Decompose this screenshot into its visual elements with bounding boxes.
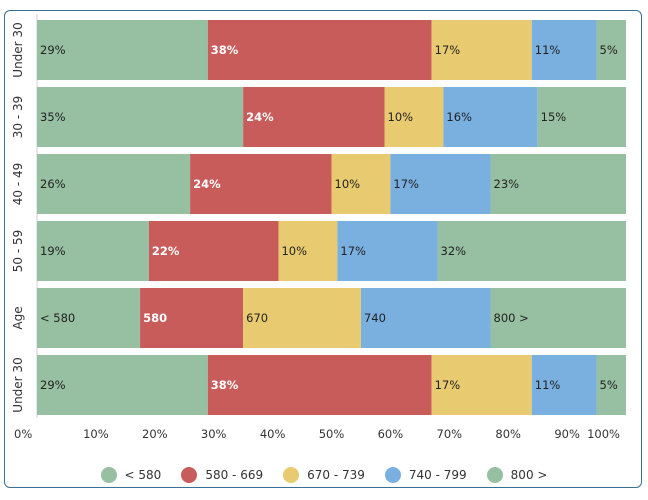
bar-segment[interactable] — [384, 87, 444, 147]
legend-item[interactable]: 740 - 799 — [384, 467, 467, 483]
bar-segment[interactable] — [360, 288, 491, 348]
bar-segment[interactable] — [331, 154, 391, 214]
bar-segment[interactable] — [390, 154, 491, 214]
legend-item[interactable]: 800 > — [486, 467, 548, 483]
x-tick-label: 90% — [554, 427, 580, 441]
data-label: < 580 — [40, 311, 75, 325]
data-label: 29% — [40, 378, 66, 392]
legend-label: 670 - 739 — [307, 468, 365, 482]
legend-label: 800 > — [510, 468, 548, 482]
x-tick-label: 0% — [14, 427, 32, 441]
bar-segment[interactable] — [243, 288, 361, 348]
legend-swatch — [283, 467, 300, 483]
bar-segment[interactable] — [37, 221, 149, 281]
bar-segment[interactable] — [148, 221, 279, 281]
bar-segment[interactable] — [437, 221, 626, 281]
bar-segment[interactable] — [140, 288, 244, 348]
legend-label: 580 - 669 — [205, 468, 264, 482]
data-label: 22% — [152, 244, 180, 258]
legend-item[interactable]: 580 - 669 — [181, 467, 263, 483]
data-label: 17% — [435, 378, 461, 392]
legend-item[interactable]: < 580 — [100, 467, 162, 483]
data-label: 5% — [600, 378, 618, 392]
bar-segment[interactable] — [37, 20, 208, 80]
legend-label: 740 - 799 — [408, 468, 467, 482]
x-tick-label: 20% — [142, 427, 168, 441]
data-label: 10% — [281, 244, 307, 258]
data-label: 16% — [446, 110, 472, 124]
x-tick-label: 60% — [378, 427, 404, 441]
legend-swatch — [100, 467, 117, 483]
data-label: 740 — [364, 311, 386, 325]
data-label: 17% — [435, 43, 461, 57]
data-label: 24% — [246, 110, 274, 124]
bar-segment[interactable] — [37, 154, 191, 214]
bar-segment[interactable] — [278, 221, 338, 281]
category-label: Age — [11, 306, 25, 329]
bar-segment[interactable] — [443, 87, 538, 147]
data-label: 670 — [246, 311, 268, 325]
legend-swatch — [486, 467, 503, 483]
category-label: 50 - 59 — [11, 230, 25, 273]
data-label: 5% — [600, 43, 618, 57]
data-label: 580 — [143, 311, 167, 325]
bar-segment[interactable] — [37, 87, 244, 147]
bar-segment[interactable] — [37, 355, 208, 415]
bar-segment[interactable] — [190, 154, 332, 214]
bar-segment[interactable] — [490, 154, 626, 214]
data-label: 35% — [40, 110, 66, 124]
chart-legend: < 580 580 - 669 670 - 739 740 - 799 800 > — [0, 462, 648, 488]
bar-segment[interactable] — [596, 20, 626, 80]
x-tick-label: 70% — [437, 427, 463, 441]
bar-segment[interactable] — [596, 355, 626, 415]
data-label: 10% — [335, 177, 361, 191]
data-label: 11% — [535, 43, 561, 57]
data-label: 19% — [40, 244, 66, 258]
data-label: 26% — [40, 177, 66, 191]
bar-segment[interactable] — [207, 20, 432, 80]
legend-swatch — [384, 467, 401, 483]
bar-segment[interactable] — [431, 355, 532, 415]
data-label: 15% — [541, 110, 567, 124]
data-label: 11% — [535, 378, 561, 392]
data-label: 17% — [393, 177, 419, 191]
data-label: 23% — [494, 177, 520, 191]
bar-segment[interactable] — [207, 355, 432, 415]
x-tick-label: 10% — [83, 427, 109, 441]
data-label: 32% — [441, 244, 467, 258]
legend-swatch — [181, 467, 198, 483]
x-tick-label: 80% — [495, 427, 521, 441]
data-label: 800 > — [494, 311, 529, 325]
data-label: 38% — [211, 43, 239, 57]
bar-segment[interactable] — [337, 221, 438, 281]
data-label: 17% — [340, 244, 366, 258]
x-tick-label: 50% — [319, 427, 345, 441]
bar-segment[interactable] — [537, 87, 626, 147]
category-label: 30 - 39 — [11, 96, 25, 139]
bar-segment[interactable] — [490, 288, 626, 348]
category-label: Under 30 — [11, 357, 25, 412]
data-label: 38% — [211, 378, 239, 392]
legend-label: < 580 — [124, 468, 162, 482]
category-label: Under 30 — [11, 22, 25, 77]
x-tick-label: 100% — [587, 427, 620, 441]
bar-segment[interactable] — [243, 87, 385, 147]
data-label: 29% — [40, 43, 66, 57]
bar-segment[interactable] — [37, 288, 141, 348]
bar-segment[interactable] — [431, 20, 532, 80]
data-label: 10% — [388, 110, 414, 124]
category-label: 40 - 49 — [11, 163, 25, 206]
x-tick-label: 30% — [201, 427, 227, 441]
data-label: 24% — [193, 177, 221, 191]
legend-item[interactable]: 670 - 739 — [283, 467, 365, 483]
bar-segment[interactable] — [531, 20, 597, 80]
x-tick-label: 40% — [260, 427, 286, 441]
bar-segment[interactable] — [531, 355, 597, 415]
